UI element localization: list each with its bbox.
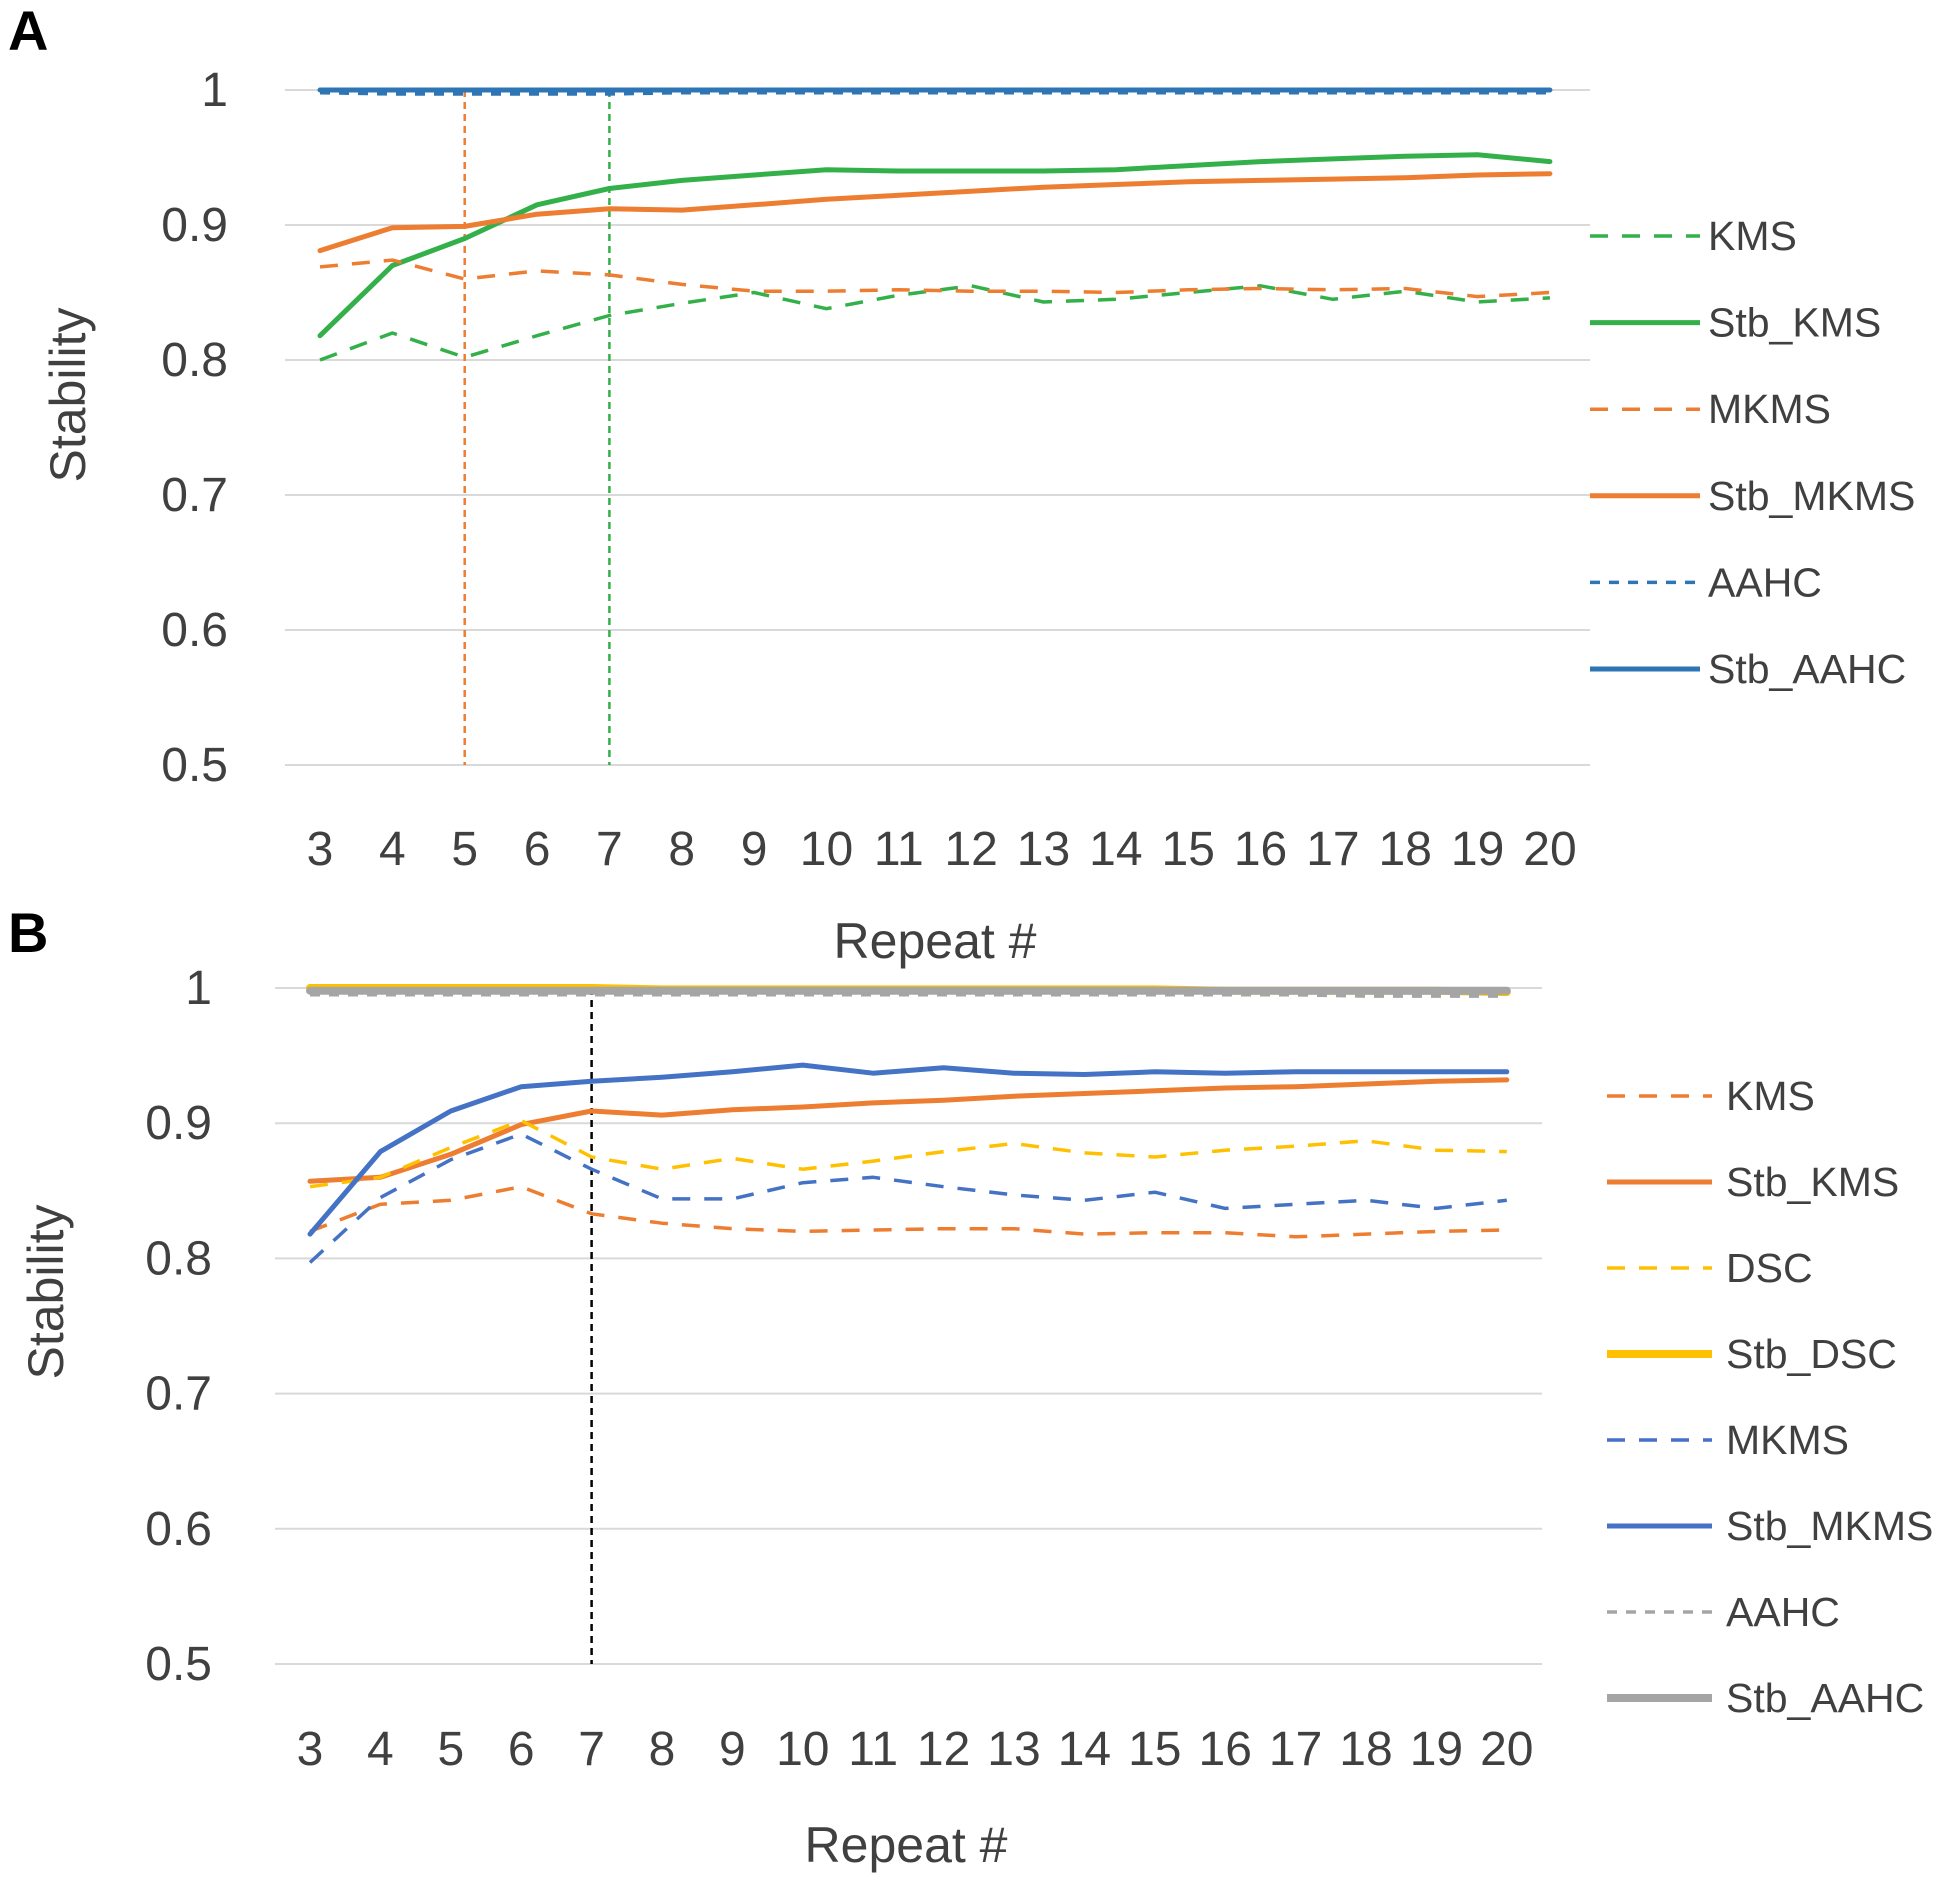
- panel-a-x-tick-label: 12: [944, 823, 997, 876]
- panel-b-x-tick-label: 8: [649, 1723, 676, 1776]
- panel-b-x-tick-label: 13: [987, 1723, 1040, 1776]
- panel-a-series-stb-kms: [317, 152, 1553, 339]
- panel-b-series-stb-mkms: [307, 1062, 1510, 1237]
- panel-a-x-tick-label: 11: [874, 823, 924, 876]
- panel-b-x-tick-label: 11: [848, 1723, 898, 1776]
- panel-b-y-tick-label: 0.5: [145, 1638, 212, 1691]
- panel-b-y-tick-label: 1: [185, 962, 212, 1015]
- panel-a-x-tick-label: 20: [1523, 823, 1576, 876]
- panel-b-y-tick-label: 0.8: [145, 1232, 212, 1285]
- panel-b-y-tick-label: 0.6: [145, 1503, 212, 1556]
- panel-b-x-axis-title: Repeat #: [805, 1817, 1008, 1873]
- panel-a-x-tick-label: 7: [596, 823, 623, 876]
- panel-b-legend-label-stb-dsc: Stb_DSC: [1726, 1331, 1897, 1377]
- panel-a-x-tick-label: 19: [1451, 823, 1504, 876]
- panel-a-series-aahc: [319, 90, 1550, 96]
- panel-b-x-tick-label: 20: [1480, 1723, 1533, 1776]
- panel-a-x-axis-title: Repeat #: [834, 913, 1037, 969]
- panel-a-y-tick-label: 0.7: [161, 469, 228, 522]
- panel-b-y-axis-title: Stability: [18, 1204, 74, 1379]
- panel-a-x-tick-label: 13: [1017, 823, 1070, 876]
- panel-a-x-tick-label: 6: [524, 823, 551, 876]
- panel-b-series-dsc: [309, 1118, 1507, 1189]
- panel-a-series-kms: [319, 284, 1550, 362]
- panel-b-legend-label-stb-kms: Stb_KMS: [1726, 1159, 1899, 1205]
- panel-b-legend-label-aahc: AAHC: [1726, 1589, 1840, 1635]
- panel-a-x-tick-label: 17: [1306, 823, 1359, 876]
- panel-b-x-tick-label: 10: [776, 1723, 829, 1776]
- panel-b-x-tick-label: 12: [917, 1723, 970, 1776]
- panel-a-chart: 0.50.60.70.80.913 4 5 6 7 8 9 10 11 12 13 14 15 16 17 1…: [40, 64, 1915, 969]
- panel-a-y-axis-title: Stability: [40, 307, 96, 482]
- panel-a-x-tick-label: 3: [307, 823, 334, 876]
- panel-b-x-tick-label: 17: [1269, 1723, 1322, 1776]
- panel-b-y-tick-label: 0.7: [145, 1368, 212, 1421]
- panel-b-x-tick-label: 15: [1128, 1723, 1181, 1776]
- panel-a-x-tick-label: 4: [379, 823, 406, 876]
- panel-a-x-tick-label: 16: [1234, 823, 1287, 876]
- panel-a-y-tick-label: 0.8: [161, 334, 228, 387]
- panel-a-legend-label-aahc: AAHC: [1708, 559, 1822, 605]
- panel-a-legend-label-mkms: MKMS: [1708, 386, 1831, 432]
- panel-a-y-tick-label: 0.5: [161, 739, 228, 792]
- panel-a-x-tick-label: 18: [1379, 823, 1432, 876]
- panel-b-legend-label-dsc: DSC: [1726, 1245, 1813, 1291]
- panel-b-legend-label-stb-mkms: Stb_MKMS: [1726, 1503, 1933, 1549]
- panel-letter-b: B: [8, 901, 48, 964]
- panel-a-legend-label-stb-aahc: Stb_AAHC: [1708, 646, 1906, 692]
- panel-b-legend-label-kms: KMS: [1726, 1073, 1815, 1119]
- panel-a-y-tick-label: 0.6: [161, 604, 228, 657]
- panel-a-legend-label-stb-mkms: Stb_MKMS: [1708, 473, 1915, 519]
- panel-b-x-tick-label: 7: [578, 1723, 605, 1776]
- panel-b-x-tick-label: 5: [437, 1723, 464, 1776]
- panel-a-series-mkms: [319, 258, 1550, 299]
- panel-a-x-tick-label: 5: [451, 823, 478, 876]
- panel-b-x-tick-label: 9: [719, 1723, 746, 1776]
- panel-a-x-tick-label: 14: [1089, 823, 1142, 876]
- panel-b-x-tick-label: 16: [1199, 1723, 1252, 1776]
- panel-b-legend-label-mkms: MKMS: [1726, 1417, 1849, 1463]
- panel-b-legend-label-stb-aahc: Stb_AAHC: [1726, 1675, 1924, 1721]
- panel-a-x-tick-label: 10: [800, 823, 853, 876]
- panel-b-series-kms: [309, 1184, 1507, 1239]
- panel-a-y-tick-label: 0.9: [161, 199, 228, 252]
- panel-a-legend-label-kms: KMS: [1708, 213, 1797, 259]
- panel-b-series-mkms: [308, 1132, 1508, 1264]
- panel-letter-a: A: [8, 0, 48, 62]
- panel-b-y-tick-label: 0.9: [145, 1097, 212, 1150]
- panel-b-x-tick-label: 4: [367, 1723, 394, 1776]
- panel-b-x-tick-label: 18: [1339, 1723, 1392, 1776]
- panel-a-y-tick-label: 1: [201, 64, 228, 117]
- panel-a-x-tick-label: 8: [668, 823, 695, 876]
- panel-b-series-stb-kms: [307, 1077, 1510, 1184]
- panel-a-series-stb-mkms: [317, 171, 1553, 254]
- panel-b-chart: 0.50.60.70.80.913 4 5 6 7 8 9 10 11 12 13 14 15 16 17 1…: [18, 962, 1933, 1873]
- panel-b-x-tick-label: 3: [297, 1723, 324, 1776]
- panel-b-x-tick-label: 14: [1058, 1723, 1111, 1776]
- panel-a-x-tick-label: 9: [741, 823, 768, 876]
- panel-a-x-tick-label: 15: [1162, 823, 1215, 876]
- panel-b-x-tick-label: 19: [1410, 1723, 1463, 1776]
- panel-b-x-tick-label: 6: [508, 1723, 535, 1776]
- panel-b-series-aahc: [310, 993, 1507, 998]
- panel-a-legend-label-stb-kms: Stb_KMS: [1708, 300, 1881, 346]
